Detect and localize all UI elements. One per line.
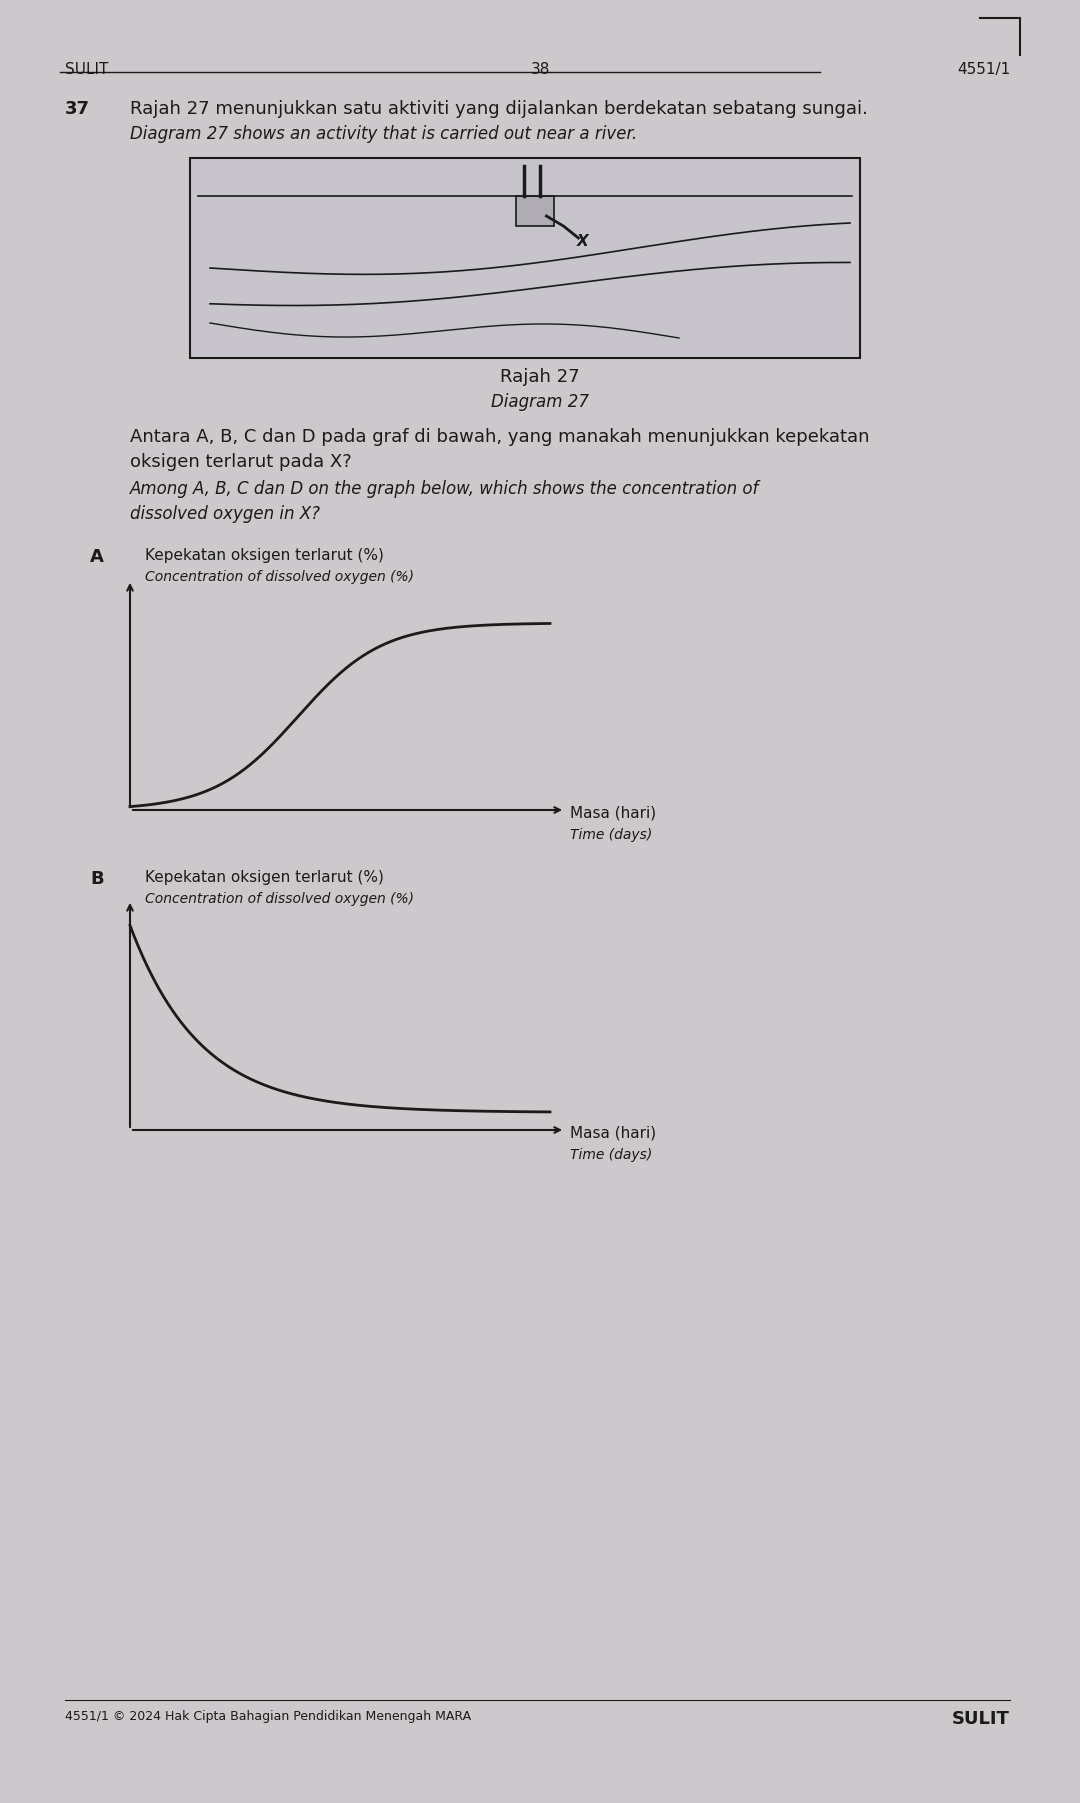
Text: X: X [577,234,589,249]
Bar [190,159,860,359]
Text: Time (days): Time (days) [570,828,652,842]
Text: Antara A, B, C dan D pada graf di bawah, yang manakah menunjukkan kepekatan: Antara A, B, C dan D pada graf di bawah,… [130,427,869,445]
Text: A: A [90,548,104,566]
Text: Concentration of dissolved oxygen (%): Concentration of dissolved oxygen (%) [145,570,414,584]
Text: Rajah 27 menunjukkan satu aktiviti yang dijalankan berdekatan sebatang sungai.: Rajah 27 menunjukkan satu aktiviti yang … [130,99,868,117]
Text: Diagram 27: Diagram 27 [491,393,589,411]
Text: Masa (hari): Masa (hari) [570,804,657,820]
Text: Among A, B, C dan D on the graph below, which shows the concentration of: Among A, B, C dan D on the graph below, … [130,480,759,498]
Text: SULIT: SULIT [65,61,108,78]
Bar [516,197,554,225]
Text: Kepekatan oksigen terlarut (%): Kepekatan oksigen terlarut (%) [145,871,383,885]
Text: Concentration of dissolved oxygen (%): Concentration of dissolved oxygen (%) [145,892,414,905]
Text: SULIT: SULIT [953,1709,1010,1727]
Text: Time (days): Time (days) [570,1149,652,1161]
Text: Rajah 27: Rajah 27 [500,368,580,386]
Text: 38: 38 [530,61,550,78]
Text: Diagram 27 shows an activity that is carried out near a river.: Diagram 27 shows an activity that is car… [130,124,637,142]
Text: oksigen terlarut pada X?: oksigen terlarut pada X? [130,453,352,471]
Text: Masa (hari): Masa (hari) [570,1125,657,1139]
Text: 37: 37 [65,99,90,117]
Text: 4551/1 © 2024 Hak Cipta Bahagian Pendidikan Menengah MARA: 4551/1 © 2024 Hak Cipta Bahagian Pendidi… [65,1709,471,1724]
Text: 4551/1: 4551/1 [957,61,1010,78]
Text: dissolved oxygen in X?: dissolved oxygen in X? [130,505,320,523]
Text: Kepekatan oksigen terlarut (%): Kepekatan oksigen terlarut (%) [145,548,383,563]
Text: B: B [90,871,104,889]
